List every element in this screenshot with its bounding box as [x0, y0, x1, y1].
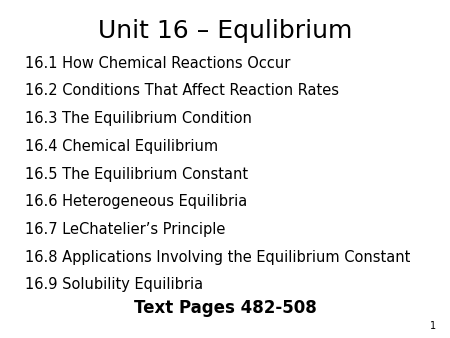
Text: 16.3 The Equilibrium Condition: 16.3 The Equilibrium Condition — [25, 111, 252, 126]
Text: 16.7 LeChatelier’s Principle: 16.7 LeChatelier’s Principle — [25, 222, 225, 237]
Text: 1: 1 — [430, 321, 436, 331]
Text: Text Pages 482-508: Text Pages 482-508 — [134, 299, 316, 317]
Text: Unit 16 – Equlibrium: Unit 16 – Equlibrium — [98, 19, 352, 43]
Text: 16.1 How Chemical Reactions Occur: 16.1 How Chemical Reactions Occur — [25, 56, 290, 71]
Text: 16.6 Heterogeneous Equilibria: 16.6 Heterogeneous Equilibria — [25, 194, 247, 209]
Text: 16.9 Solubility Equilibria: 16.9 Solubility Equilibria — [25, 277, 203, 292]
Text: 16.4 Chemical Equilibrium: 16.4 Chemical Equilibrium — [25, 139, 218, 154]
Text: 16.5 The Equilibrium Constant: 16.5 The Equilibrium Constant — [25, 167, 248, 182]
Text: 16.2 Conditions That Affect Reaction Rates: 16.2 Conditions That Affect Reaction Rat… — [25, 83, 339, 98]
Text: 16.8 Applications Involving the Equilibrium Constant: 16.8 Applications Involving the Equilibr… — [25, 250, 410, 265]
